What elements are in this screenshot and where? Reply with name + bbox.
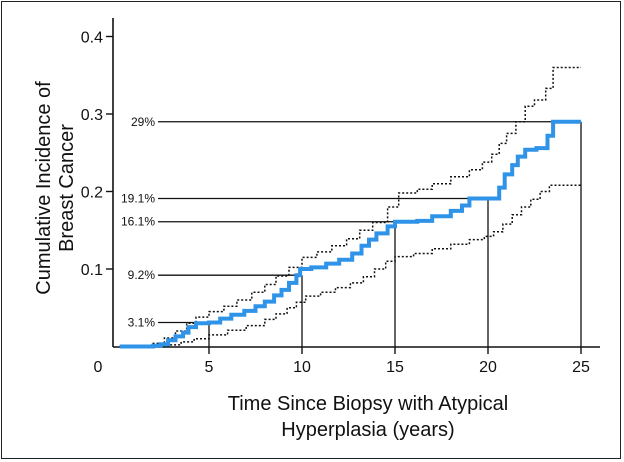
percentage-annotation: 19.1% [121,191,155,205]
reference-lines: 3.1% 9.2% 16.1% 19.1% 29% [121,115,582,347]
x-tick-label: 25 [572,359,590,376]
axis-labels: Cumulative Incidence of Breast Cancer Ti… [33,81,508,441]
y-axis-label-line-1: Cumulative Incidence of [33,81,55,295]
percentage-annotation: 16.1% [121,215,155,229]
lower-confidence-limit-line [119,184,581,348]
x-tick-label: 15 [386,359,404,376]
percentage-annotation: 9.2% [128,268,156,282]
x-axis-label-line-2: Hyperplasia (years) [281,419,454,441]
y-axis-label-line-2: Breast Cancer [56,124,78,252]
axes: 0.1 0.2 0.3 0.4 0 5 10 15 20 25 [81,18,600,376]
x-tick-label: 20 [479,359,497,376]
y-tick-label: 0.3 [81,107,103,124]
estimate-line [119,119,581,349]
x-tick-label: 0 [94,359,103,376]
upper-confidence-limit-line [119,66,581,348]
y-tick-label: 0.4 [81,30,103,47]
x-axis-label-line-1: Time Since Biopsy with Atypical [228,393,508,415]
x-tick-label: 5 [205,359,214,376]
y-tick-label: 0.2 [81,185,103,202]
y-tick-label: 0.1 [81,262,103,279]
x-tick-label: 10 [293,359,311,376]
percentage-annotation: 3.1% [128,315,156,329]
series-lines [119,66,581,349]
percentage-annotation: 29% [131,115,155,129]
